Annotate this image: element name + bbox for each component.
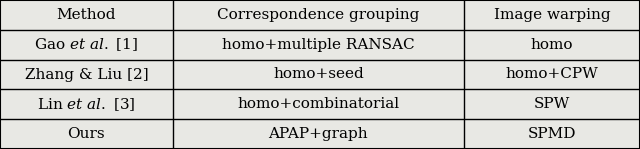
Text: APAP+graph: APAP+graph [269, 127, 368, 141]
Text: SPMD: SPMD [528, 127, 576, 141]
Text: Gao $\mathit{et\ al.}$ [1]: Gao $\mathit{et\ al.}$ [1] [35, 36, 138, 53]
Text: Method: Method [57, 8, 116, 22]
Text: Correspondence grouping: Correspondence grouping [217, 8, 420, 22]
Text: SPW: SPW [534, 97, 570, 111]
Text: homo+seed: homo+seed [273, 67, 364, 82]
Text: homo+multiple RANSAC: homo+multiple RANSAC [222, 38, 415, 52]
Text: Zhang & Liu [2]: Zhang & Liu [2] [24, 67, 148, 82]
Text: Image warping: Image warping [493, 8, 611, 22]
Text: Ours: Ours [68, 127, 105, 141]
Text: Lin $\mathit{et\ al.}$ [3]: Lin $\mathit{et\ al.}$ [3] [37, 96, 136, 113]
Text: homo: homo [531, 38, 573, 52]
Text: homo+combinatorial: homo+combinatorial [237, 97, 399, 111]
Text: homo+CPW: homo+CPW [506, 67, 598, 82]
